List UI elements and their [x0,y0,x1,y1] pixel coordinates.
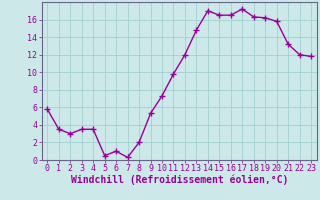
X-axis label: Windchill (Refroidissement éolien,°C): Windchill (Refroidissement éolien,°C) [70,175,288,185]
